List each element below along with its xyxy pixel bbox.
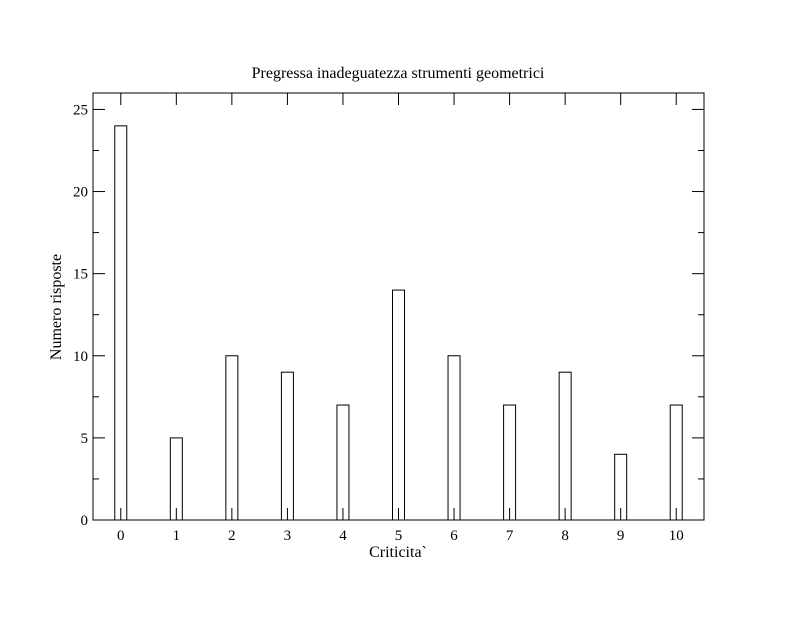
x-tick-label: 4	[339, 528, 347, 544]
bars-group	[114, 125, 683, 521]
bar-3	[280, 371, 294, 521]
y-tick-label: 25	[73, 102, 88, 118]
x-tick-label: 2	[228, 528, 236, 544]
x-axis: 0 1 2 3 4 5 6 7 8 9 10	[117, 93, 684, 544]
x-tick-label: 8	[561, 528, 569, 544]
x-tick-label: 10	[669, 528, 684, 544]
x-tick-label: 1	[173, 528, 181, 544]
bar-5	[392, 289, 405, 521]
y-tick-label: 0	[81, 513, 89, 529]
chart-title: Pregressa inadeguatezza strumenti geomet…	[252, 65, 545, 82]
y-axis: 0 5 10 15 20 25	[73, 102, 704, 529]
x-axis-label: Criticita`	[369, 544, 427, 561]
bar-10	[669, 404, 683, 521]
y-tick-label: 10	[73, 349, 88, 365]
bar-2	[225, 355, 239, 521]
x-tick-label: 0	[117, 528, 125, 544]
x-tick-label: 7	[506, 528, 514, 544]
bar-6	[447, 355, 461, 521]
bar-7	[503, 404, 517, 521]
y-tick-label: 5	[81, 431, 89, 447]
bar-8	[558, 371, 572, 521]
y-axis-label: Numero risposte	[48, 254, 65, 360]
x-tick-label: 5	[395, 528, 403, 544]
bar-0	[114, 125, 128, 521]
y-tick-label: 20	[73, 185, 88, 201]
bar-1	[169, 437, 183, 521]
bar-4	[336, 404, 350, 521]
x-tick-label: 3	[284, 528, 292, 544]
x-tick-label: 9	[617, 528, 625, 544]
y-tick-label: 15	[73, 267, 88, 283]
x-tick-label: 6	[450, 528, 458, 544]
